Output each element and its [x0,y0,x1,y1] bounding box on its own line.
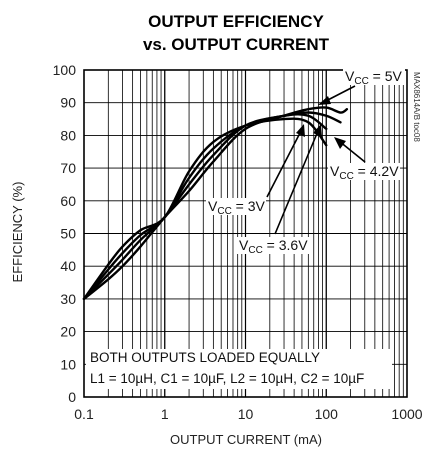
series-labels: VCC = 5V VCC = 4.2V VCC = 3V VCC = 3.6V [206,68,405,256]
arrowhead-5v [318,96,331,105]
x-tick-label: 1 [161,406,169,422]
grid [84,70,407,397]
chart-title: OUTPUT EFFICIENCY [148,12,324,31]
arrow-3v [266,130,302,198]
series-line-1 [82,111,342,301]
x-axis-label: OUTPUT CURRENT (mA) [170,432,322,447]
note-background [86,349,392,389]
arrowhead-3v [296,124,305,137]
label-vcc-4-2v: VCC = 4.2V [330,163,399,182]
y-axis-label: EFFICIENCY (%) [10,182,25,283]
y-tick-label: 0 [68,389,76,405]
label-vcc-3v: VCC = 3V [208,198,266,217]
y-tick-label: 30 [60,291,76,307]
arrowhead-4-2v [334,137,346,149]
y-tick-label: 80 [60,127,76,143]
series-line-3 [82,117,328,301]
series-lines [82,106,349,301]
y-tick-label: 70 [60,160,76,176]
y-tick-labels: 0 10 20 30 40 50 60 70 80 90 100 [53,62,77,405]
y-tick-label: 50 [60,226,76,242]
series-line-0 [82,106,349,301]
figure-id-tag: MAX8614A/B toc08 [412,72,421,142]
x-tick-label: 1000 [391,406,422,422]
chart-subtitle: vs. OUTPUT CURRENT [143,35,330,54]
x-tick-label: 10 [238,406,254,422]
x-tick-label: 0.1 [74,406,94,422]
y-tick-label: 20 [60,324,76,340]
label-vcc-5v: VCC = 5V [345,68,403,87]
label-vcc-3-6v: VCC = 3.6V [239,237,308,256]
y-tick-label: 10 [60,356,76,372]
y-tick-label: 90 [60,95,76,111]
note-line-1: BOTH OUTPUTS LOADED EQUALLY [90,350,320,365]
y-tick-label: 100 [53,62,77,78]
note-line-2: L1 = 10µH, C1 = 10µF, L2 = 10µH, C2 = 10… [90,371,364,386]
x-tick-label: 100 [315,406,339,422]
arrow-3-6v [274,130,319,235]
callout-arrows [266,85,366,235]
y-tick-label: 60 [60,193,76,209]
arrowhead-3-6v [313,124,322,137]
plot-frame [83,69,408,398]
y-tick-label: 40 [60,258,76,274]
series-line-2 [82,113,328,301]
x-tick-labels: 0.1 1 10 100 1000 [74,406,423,422]
